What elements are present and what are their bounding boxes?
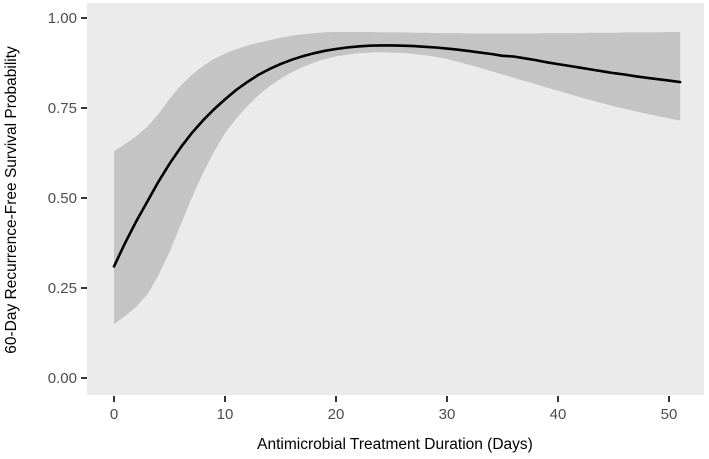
x-tick-label: 10	[217, 406, 234, 423]
confidence-interval-ribbon	[114, 32, 681, 324]
y-tick-label: 0.00	[48, 370, 77, 387]
x-tick-label: 0	[110, 406, 118, 423]
y-tick-label: 1.00	[48, 10, 77, 27]
x-axis-title: Antimicrobial Treatment Duration (Days)	[257, 436, 533, 453]
fitted-curve-line	[112, 44, 682, 268]
y-tick-label: 0.75	[48, 100, 77, 117]
y-axis-ticks: 0.00 0.25 0.50 0.75 1.00	[48, 10, 87, 387]
x-axis-ticks: 0 10 20 30 40 50	[110, 396, 678, 423]
x-tick-label: 30	[439, 406, 456, 423]
x-tick-label: 20	[328, 406, 345, 423]
x-tick-label: 50	[661, 406, 678, 423]
y-axis-title: 60-Day Recurrence-Free Survival Probabil…	[3, 46, 20, 354]
y-tick-label: 0.50	[48, 190, 77, 207]
x-tick-label: 40	[550, 406, 567, 423]
y-tick-label: 0.25	[48, 280, 77, 297]
